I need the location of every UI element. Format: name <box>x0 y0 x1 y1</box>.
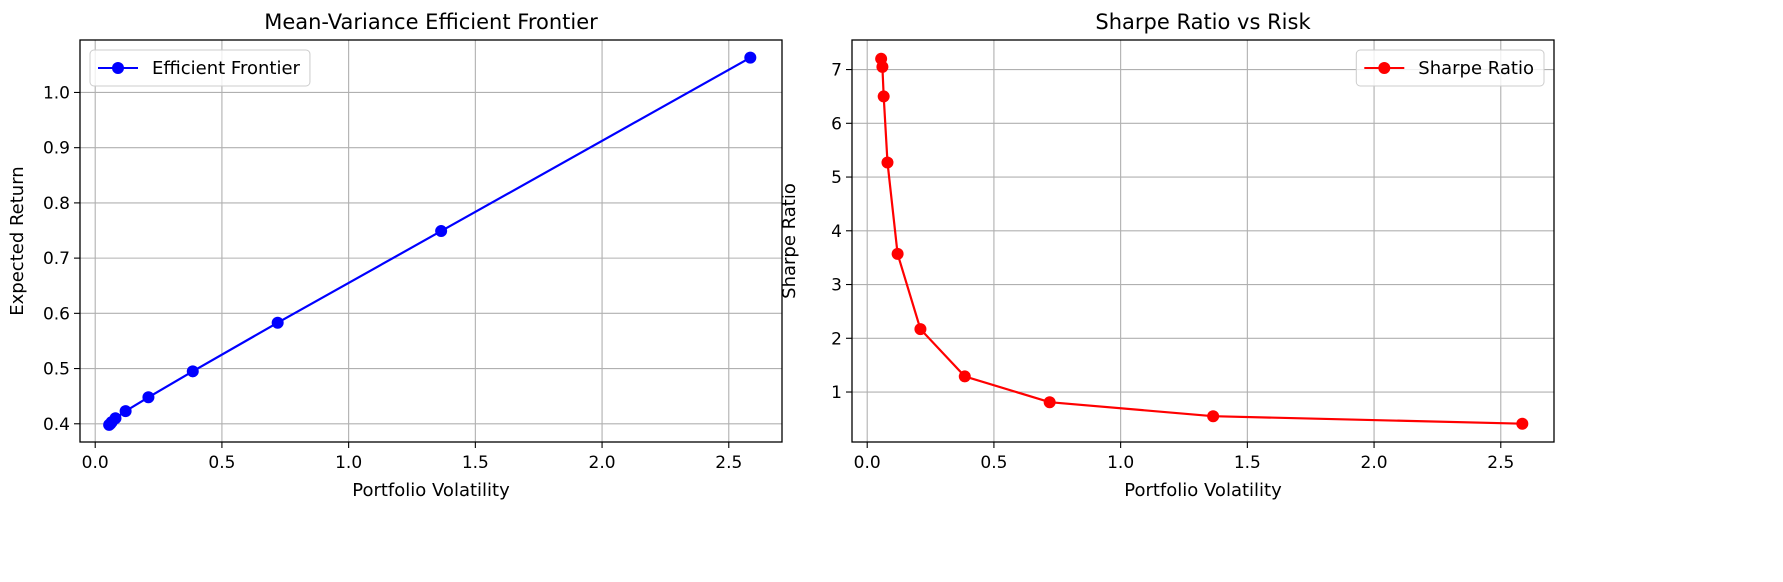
y-tick-label: 4 <box>831 222 842 242</box>
legend-box <box>89 49 311 87</box>
legend-label: Efficient Frontier <box>152 58 301 79</box>
axes-frame <box>851 39 1555 443</box>
ticks: 0.0 0.5 1.0 1.5 2.0 2.5 0.4 0.5 0.6 0.7 0.8 0.9 1.0 <box>43 83 742 473</box>
data-point <box>1043 396 1056 409</box>
y-tick-label: 7 <box>831 61 842 81</box>
x-tick-label: 1.0 <box>335 453 362 473</box>
y-tick-label: 0.9 <box>43 139 70 159</box>
x-tick-label: 2.5 <box>715 453 742 473</box>
y-tick-label: 0.5 <box>43 360 70 380</box>
data-point <box>271 316 284 329</box>
grid <box>852 40 1554 442</box>
legend: Efficient Frontier <box>89 49 311 87</box>
x-tick-label: 1.5 <box>462 453 489 473</box>
data-point <box>744 51 757 64</box>
data-point <box>914 323 927 336</box>
x-tick-label: 1.0 <box>1107 453 1134 473</box>
legend: Sharpe Ratio <box>1355 49 1545 87</box>
legend-marker <box>112 62 124 74</box>
sharpe-ratio-chart: 0.0 0.5 1.0 1.5 2.0 2.5 1 2 3 4 5 6 7 Sharpe Ratio v… <box>779 10 1555 501</box>
data-point <box>1207 410 1220 423</box>
y-tick-label: 1.0 <box>43 83 70 103</box>
data-point <box>891 247 904 260</box>
y-tick-label: 6 <box>831 114 842 134</box>
legend-marker <box>1378 62 1391 74</box>
data-point <box>435 225 448 238</box>
chart-title: Mean-Variance Efficient Frontier <box>264 10 598 34</box>
series-line <box>880 58 1523 425</box>
data-point <box>881 156 894 169</box>
data-point <box>186 365 199 378</box>
efficient-frontier-chart: 0.0 0.5 1.0 1.5 2.0 2.50.40.50.60.70.80.91.0 … <box>7 10 783 501</box>
axes-frame <box>79 39 783 443</box>
data-point <box>877 90 890 103</box>
ticks: 0.0 0.5 1.0 1.5 2.0 2.5 1 2 3 4 5 6 7 <box>831 61 1514 473</box>
y-tick-label: 0.6 <box>43 304 70 324</box>
y-tick-label: 5 <box>831 168 842 188</box>
data-point <box>958 370 971 383</box>
y-tick-label: 0.7 <box>43 249 70 269</box>
x-tick-label: 2.5 <box>1487 453 1514 473</box>
data-point <box>876 60 889 73</box>
x-tick-label: 0.0 <box>82 453 109 473</box>
legend-box <box>1355 49 1545 87</box>
y-tick-label: 1 <box>831 383 842 403</box>
plot-area <box>103 51 757 431</box>
grid <box>80 40 782 442</box>
y-tick-label: 3 <box>831 276 842 296</box>
y-tick-label: 2 <box>831 329 842 349</box>
x-tick-label: 1.5 <box>1234 453 1261 473</box>
x-tick-label: 0.0 <box>854 453 881 473</box>
data-point <box>1516 417 1529 430</box>
data-point <box>119 405 132 418</box>
data-point <box>142 391 155 404</box>
y-tick-label: 0.4 <box>43 415 70 435</box>
x-tick-label: 0.5 <box>980 453 1007 473</box>
x-tick-label: 2.0 <box>1361 453 1388 473</box>
plot-area <box>875 52 1529 430</box>
y-axis-label: Sharpe Ratio <box>779 183 800 299</box>
y-tick-label: 0.8 <box>43 194 70 214</box>
data-point <box>109 412 122 425</box>
x-tick-label: 2.0 <box>589 453 616 473</box>
x-axis-label: Portfolio Volatility <box>352 480 510 501</box>
y-axis-label: Expected Return <box>7 166 28 315</box>
chart-title: Sharpe Ratio vs Risk <box>1095 10 1311 34</box>
x-tick-label: 0.5 <box>208 453 235 473</box>
legend-label: Sharpe Ratio <box>1418 58 1534 79</box>
x-axis-label: Portfolio Volatility <box>1124 480 1282 501</box>
